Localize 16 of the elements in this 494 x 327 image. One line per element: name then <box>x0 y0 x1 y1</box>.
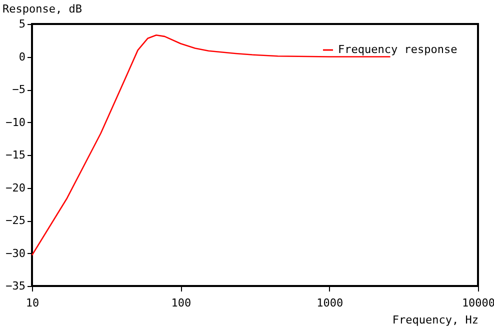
y-tick-label: −30 <box>6 246 26 260</box>
y-tick-label: −10 <box>6 116 26 129</box>
y-axis-title: Response, dB <box>2 2 82 16</box>
y-tick-label: −15 <box>6 148 26 162</box>
x-tick-label: 10 <box>26 296 40 310</box>
y-tick-label: −25 <box>6 214 26 227</box>
y-tick-label: −5 <box>12 83 26 96</box>
y-tick-label: 5 <box>18 18 26 30</box>
x-tick-label: 1000 <box>316 296 344 310</box>
y-tick-label: −35 <box>6 280 26 292</box>
x-tick-label: 100 <box>171 296 192 310</box>
legend-label: Frequency response <box>338 43 458 56</box>
y-tick-label: 0 <box>18 50 26 64</box>
x-axis-title: Frequency, Hz <box>392 314 478 326</box>
x-tick-label: 10000 <box>462 296 494 310</box>
y-tick-label: −20 <box>6 181 26 194</box>
